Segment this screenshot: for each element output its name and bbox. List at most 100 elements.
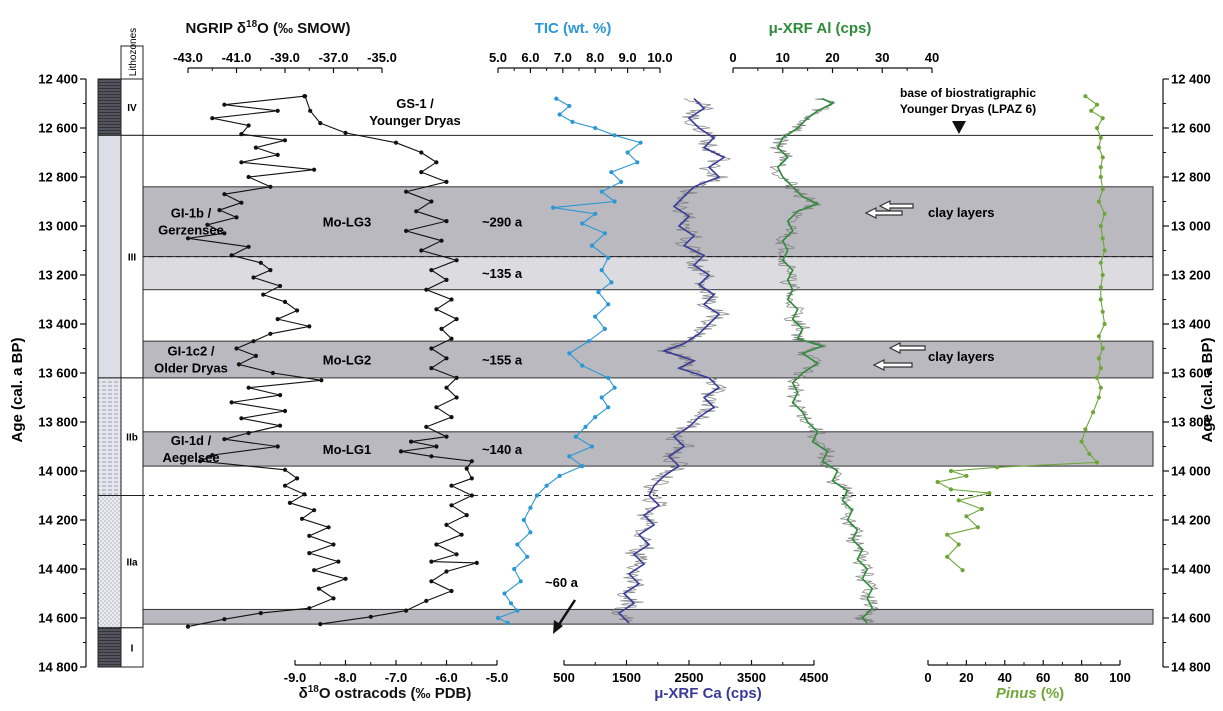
lithozone-label-1: III xyxy=(128,253,137,264)
series-point-1-57 xyxy=(368,614,373,619)
band-label-3: Mo-LG1 xyxy=(323,442,371,457)
series-point-5-38 xyxy=(948,487,954,492)
series-point-0-5 xyxy=(239,132,244,137)
series-point-1-1 xyxy=(308,108,313,113)
series-point-1-30 xyxy=(454,395,459,400)
band-event-2-1: Older Dryas xyxy=(154,361,228,376)
lpaz-triangle-icon xyxy=(952,121,966,134)
band-duration-0: ~290 a xyxy=(482,215,523,230)
series-point-1-25 xyxy=(429,346,434,351)
series-point-2-4 xyxy=(593,125,598,131)
axis-tick-label-5-0: 0 xyxy=(924,670,931,685)
series-point-0-24 xyxy=(251,275,256,280)
series-point-5-10 xyxy=(1100,187,1105,192)
series-point-2-27 xyxy=(580,363,585,368)
axis-tick-label-5-4: 80 xyxy=(1074,670,1088,685)
series-point-0-42 xyxy=(239,416,244,421)
series-point-1-56 xyxy=(404,608,409,613)
clay-arrow-icon-1 xyxy=(878,200,914,212)
series-point-5-44 xyxy=(945,532,950,537)
lithozone-2 xyxy=(97,377,122,496)
y-tick-label-left-11: 14 600 xyxy=(38,611,78,626)
axis-tick-label-2-5: 10.0 xyxy=(647,50,672,65)
ngrip-title: NGRIP δ18O (‰ SMOW) xyxy=(186,19,351,37)
lithozone-3 xyxy=(97,495,122,629)
y-tick-label-left-8: 14 000 xyxy=(38,464,78,479)
series-point-0-30 xyxy=(307,324,312,329)
series-point-2-33 xyxy=(583,424,588,429)
series-point-1-45 xyxy=(464,513,469,518)
series-point-0-41 xyxy=(282,408,288,414)
series-point-5-31 xyxy=(1079,439,1084,444)
series-point-2-18 xyxy=(606,255,611,260)
clay-layers-label-2: clay layers xyxy=(928,349,995,364)
series-point-5-25 xyxy=(1098,366,1103,371)
series-point-2-24 xyxy=(602,326,608,331)
series-point-0-19 xyxy=(185,236,191,241)
series-point-2-36 xyxy=(567,454,572,459)
band-0 xyxy=(139,186,1154,258)
series-point-0-68 xyxy=(185,624,191,629)
series-point-5-13 xyxy=(1098,223,1103,229)
series-point-0-3 xyxy=(210,116,215,121)
series-point-5-37 xyxy=(935,479,940,485)
axis-tick-label-2-3: 8.0 xyxy=(586,50,604,65)
y-tick-label-right-7: 13 800 xyxy=(1171,415,1211,430)
series-point-5-4 xyxy=(1094,125,1100,131)
series-point-2-21 xyxy=(596,290,601,295)
y-tick-label-right-11: 14 600 xyxy=(1171,611,1211,626)
series-point-5-28 xyxy=(1096,395,1101,400)
bottom-axes: -9.0 -8.0 -7.0 -6.0 -5.0 500 1500 2500 3500 4500 0… xyxy=(284,660,1131,685)
band-event-3-0: GI-1d / xyxy=(171,433,212,448)
series-point-0-6 xyxy=(282,138,288,143)
series-noise-3 xyxy=(610,98,732,623)
axis-tick-label-0-1: -41.0 xyxy=(222,50,252,65)
series-point-1-14 xyxy=(439,238,444,243)
series-point-2-52 xyxy=(505,620,510,626)
series-point-5-46 xyxy=(945,554,950,559)
band-label-2: Mo-LG2 xyxy=(323,353,371,368)
series-point-1-53 xyxy=(429,579,434,584)
series-point-0-59 xyxy=(307,551,312,556)
tic-title: TIC (wt. %) xyxy=(535,20,612,37)
series-point-0-43 xyxy=(278,423,283,428)
series-point-5-45 xyxy=(956,542,961,547)
y-tick-label-right-6: 13 600 xyxy=(1171,366,1211,381)
lithozones-header: Lithozones xyxy=(128,28,139,76)
series-point-1-11 xyxy=(414,209,419,214)
series-point-1-49 xyxy=(454,552,459,557)
lithozone-header-box xyxy=(120,45,144,80)
lithozone-label-3: IIa xyxy=(126,558,138,569)
y-tick-label-left-5: 13 400 xyxy=(38,317,78,332)
series-point-1-13 xyxy=(404,228,409,233)
axis-tick-label-3-0: 500 xyxy=(553,670,575,685)
series-point-5-29 xyxy=(1091,410,1096,415)
series-point-2-48 xyxy=(502,591,507,596)
series-point-5-42 xyxy=(964,514,969,519)
lithozone-4 xyxy=(97,627,122,668)
axis-tick-label-5-5: 100 xyxy=(1109,670,1131,685)
axis-tick-label-0-2: -39.0 xyxy=(270,50,300,65)
series-point-2-50 xyxy=(515,608,520,613)
lithozone-column: IV III IIb IIa I xyxy=(97,45,144,668)
series-point-2-42 xyxy=(521,517,527,523)
series-point-0-57 xyxy=(307,533,312,539)
series-point-1-46 xyxy=(444,522,449,528)
pinus-title: Pinus (%) xyxy=(996,685,1064,702)
series-point-2-47 xyxy=(518,579,523,584)
series-point-2-8 xyxy=(635,160,640,165)
series-point-0-12 xyxy=(268,184,273,189)
series-point-0-55 xyxy=(299,516,305,521)
lithozone-1 xyxy=(97,134,122,379)
series-point-0-35 xyxy=(236,362,241,367)
y-axes: 12 400 12 600 12 800 13 000 13 200 13 400 13 6… xyxy=(38,72,1211,675)
series-point-5-21 xyxy=(1102,321,1107,327)
series-point-5-23 xyxy=(1100,346,1105,351)
series-point-0-7 xyxy=(253,145,258,150)
series-point-5-30 xyxy=(1083,427,1088,432)
axis-tick-label-1-1: -8.0 xyxy=(334,670,356,685)
axis-tick-label-5-2: 40 xyxy=(998,670,1012,685)
series-point-2-43 xyxy=(528,530,533,535)
series-point-5-32 xyxy=(1087,451,1092,456)
